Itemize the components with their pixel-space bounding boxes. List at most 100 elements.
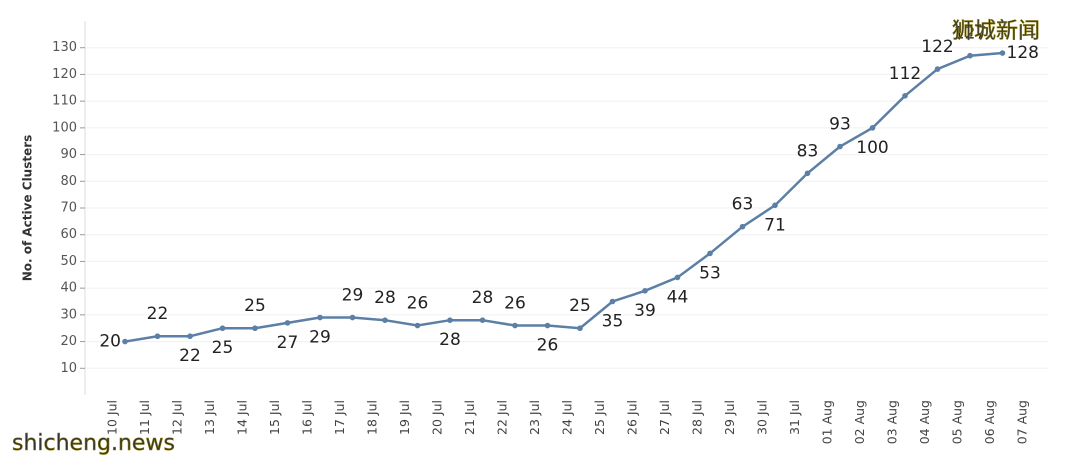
value-label: 71 [764,215,786,235]
y-tick-label: 40 [60,281,77,296]
point [544,322,551,329]
y-tick-label: 10 [60,361,77,376]
value-label: 28 [439,330,461,350]
x-tick-label: 01 Aug [820,400,835,444]
x-tick-label: 28 Jul [690,400,705,435]
x-tick-label: 29 Jul [722,400,737,435]
x-tick-label: 25 Jul [592,400,607,435]
point [609,298,616,305]
x-tick-label: 18 Jul [365,400,380,435]
point [479,317,486,324]
y-tick-label: 130 [52,40,77,55]
point [154,333,161,340]
x-tick-label: 10 Jul [105,400,120,435]
value-label: 29 [309,328,331,348]
y-tick-label: 120 [52,67,77,82]
x-tick-label: 15 Jul [267,400,282,435]
x-tick-label: 07 Aug [1015,400,1030,444]
x-tick-label: 26 Jul [625,400,640,435]
x-tick-label: 27 Jul [657,400,672,435]
x-tick-label: 05 Aug [950,400,965,444]
value-label: 39 [634,301,656,321]
point [837,143,843,150]
y-tick-label: 90 [60,147,77,162]
value-label: 22 [179,346,201,366]
value-label: 44 [667,287,689,307]
point [772,202,778,209]
value-label: 25 [212,338,234,358]
point [577,325,583,332]
x-tick-label: 21 Jul [462,400,477,435]
x-tick-label: 13 Jul [202,400,217,435]
point [317,314,323,321]
value-label: 26 [407,294,429,314]
value-label: 112 [889,64,921,84]
point [999,50,1006,56]
watermark: shicheng.news [12,431,175,456]
value-label: 26 [504,294,526,314]
x-tick-label: 14 Jul [235,400,250,435]
point [187,333,193,340]
value-label: 63 [732,195,754,215]
point [252,325,258,332]
value-label: 27 [277,333,299,353]
point [642,288,648,294]
y-tick-label: 110 [52,94,77,109]
value-label: 26 [537,336,559,356]
y-tick-label: 30 [60,307,77,322]
x-tick-label: 17 Jul [332,400,347,435]
x-tick-label: 16 Jul [300,400,315,435]
watermark: 狮城新闻 [952,19,1040,44]
point [674,274,681,281]
value-label: 122 [921,37,953,57]
point [447,317,453,324]
x-tick-label: 24 Jul [560,400,575,435]
point [869,125,876,131]
line [124,51,1003,343]
x-tick-label: 02 Aug [852,400,867,444]
value-label: 53 [699,263,721,283]
value-label: 127 [954,24,986,44]
point [349,314,356,321]
x-tick-label: 12 Jul [170,400,185,435]
point [122,338,128,345]
point [934,66,941,72]
y-tick-label: 100 [52,120,77,135]
point [414,322,421,329]
point [219,325,226,332]
y-tick-label: 60 [60,227,77,242]
x-tick-label: 20 Jul [430,400,445,435]
x-tick-label: 11 Jul [137,400,152,435]
value-label: 35 [602,312,624,332]
value-label: 28 [472,288,494,308]
value-label: 25 [244,296,266,316]
point [512,322,518,329]
value-label: 128 [1007,43,1039,63]
y-tick-label: 70 [60,201,77,216]
x-tick-label: 03 Aug [885,400,900,444]
y-tick-label: 50 [60,254,77,269]
value-label: 20 [99,332,121,352]
x-tick-label: 19 Jul [397,400,412,435]
point [739,223,746,230]
x-tick-label: 23 Jul [527,400,542,435]
point [967,52,973,59]
x-tick-label: 04 Aug [917,400,932,444]
point [902,93,908,99]
value-label: 100 [856,138,888,158]
value-label: 28 [374,288,396,308]
y-axis-label: No. of Active Clusters [21,135,35,282]
point [707,250,713,257]
x-tick-label: 22 Jul [495,400,510,435]
value-label: 93 [829,115,851,135]
point [382,317,388,324]
value-label: 29 [342,286,364,306]
value-label: 22 [147,304,169,324]
x-tick-label: 31 Jul [787,400,802,435]
point [284,320,291,326]
value-label: 83 [797,141,819,161]
x-tick-label: 06 Aug [982,400,997,444]
y-tick-label: 20 [60,334,77,349]
y-tick-label: 80 [60,174,77,189]
